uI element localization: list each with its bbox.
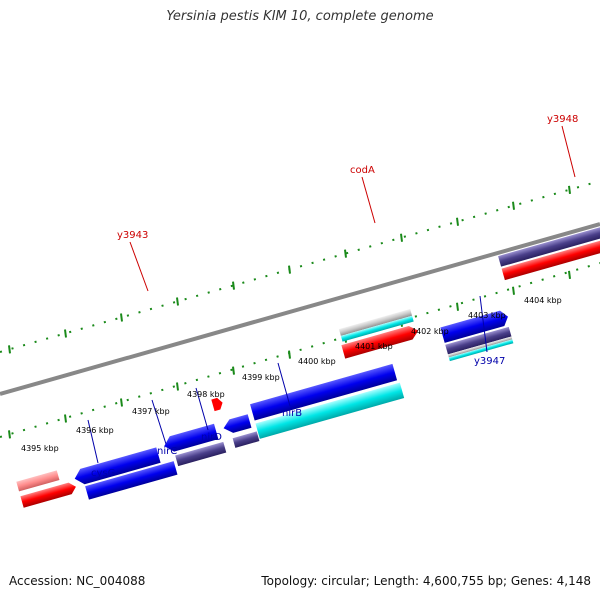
tick-label-4401: 4401 kbp — [355, 342, 393, 351]
leader-nirC — [151, 399, 167, 445]
gene-codA-cyan — [340, 315, 414, 342]
length-value: 4,600,755 bp — [422, 574, 503, 588]
gene-nirD-lower — [232, 431, 260, 448]
gene-codA-grey — [338, 309, 413, 336]
leader-y3948 — [561, 125, 576, 178]
genes-value: 4,148 — [556, 574, 591, 588]
accession-value: NC_004088 — [76, 574, 146, 588]
scale-labels: 4395 kbp 4396 kbp 4397 kbp 4398 kbp 4399… — [21, 296, 562, 453]
gene-label-codA[interactable]: codA — [350, 165, 375, 176]
forward-major-tick — [120, 313, 123, 322]
leader-nirD — [195, 387, 209, 431]
topology-label: Topology: — [261, 574, 318, 588]
genes-label: Genes: — [510, 574, 553, 588]
forward-major-tick — [400, 233, 403, 242]
forward-major-tick — [456, 217, 459, 226]
leader-y3943 — [129, 241, 149, 292]
forward-major-tick — [64, 329, 67, 338]
gene-y3948-purple — [498, 226, 600, 267]
gene-label-y3948[interactable]: y3948 — [547, 114, 578, 125]
forward-major-tick — [568, 185, 571, 194]
tick-label-4404: 4404 kbp — [524, 296, 562, 305]
leader-y3947 — [479, 295, 488, 353]
gene-codA — [341, 326, 419, 359]
gene-nirD — [223, 414, 252, 433]
tick-label-4400: 4400 kbp — [298, 357, 336, 366]
tick-label-4396: 4396 kbp — [76, 426, 114, 435]
gene-features — [16, 226, 600, 508]
reverse-major-tick — [232, 366, 235, 375]
forward-major-tick — [344, 249, 347, 258]
reverse-major-tick — [120, 398, 123, 407]
forward-major-tick — [232, 281, 235, 290]
tick-label-4397: 4397 kbp — [132, 407, 170, 416]
gene-label-nirC[interactable]: nirC — [157, 446, 177, 457]
topology-value: circular — [321, 574, 366, 588]
reverse-major-tick — [512, 286, 515, 295]
gene-y3943 — [211, 397, 223, 412]
leader-codA — [361, 176, 376, 224]
reverse-major-tick — [456, 302, 459, 311]
gene-cysG-lower — [85, 461, 178, 500]
forward-major-tick — [8, 345, 11, 354]
gene-cysG — [74, 447, 161, 485]
gene-label-y3947[interactable]: y3947 — [474, 356, 505, 367]
reverse-major-tick — [8, 430, 11, 439]
gene-nirB — [250, 363, 398, 421]
tick-label-4402: 4402 kbp — [411, 327, 449, 336]
gene-label-nirB[interactable]: nirB — [282, 408, 302, 419]
gene-y3947-lower — [445, 326, 512, 355]
gene-nirC — [164, 423, 219, 452]
gene-label-cysG[interactable]: cysG — [91, 468, 115, 479]
major-ticks — [8, 185, 571, 439]
gene-partial-red — [20, 482, 76, 508]
gene-y3947 — [440, 310, 508, 343]
gene-y3947-grey — [447, 336, 513, 358]
length-label: Length: — [373, 574, 420, 588]
accession-info: Accession: NC_004088 — [9, 574, 145, 588]
tick-label-4403: 4403 kbp — [468, 311, 506, 320]
label-leaders — [87, 125, 576, 464]
forward-major-tick — [176, 297, 179, 306]
genome-stats: Topology: circular; Length: 4,600,755 bp… — [261, 574, 591, 588]
genome-backbone — [0, 222, 600, 396]
gene-label-y3943[interactable]: y3943 — [117, 230, 148, 241]
gene-y3947-cyan — [448, 339, 514, 362]
forward-major-tick — [512, 201, 515, 210]
page-title: Yersinia pestis KIM 10, complete genome — [166, 9, 434, 24]
tick-label-4395: 4395 kbp — [21, 444, 59, 453]
gene-nirC-lower — [175, 441, 227, 467]
gene-label-nirD[interactable]: nirD — [201, 432, 222, 443]
gene-y3948 — [501, 238, 600, 281]
gene-name-labels: y3943 codA y3948 cysG nirC nirD nirB y39… — [91, 114, 578, 479]
accession-label: Accession: — [9, 574, 73, 588]
reverse-major-tick — [64, 414, 67, 423]
gene-partial-pink — [16, 470, 60, 492]
tick-label-4398: 4398 kbp — [187, 390, 225, 399]
reverse-major-tick — [288, 350, 291, 359]
gene-nirB-lower — [255, 382, 405, 439]
leader-cysG — [87, 419, 99, 464]
tick-label-4399: 4399 kbp — [242, 373, 280, 382]
reverse-tick-track — [0, 262, 600, 438]
reverse-major-tick — [568, 270, 571, 279]
leader-nirB — [277, 362, 291, 407]
reverse-major-tick — [176, 382, 179, 391]
forward-major-tick — [288, 265, 291, 274]
